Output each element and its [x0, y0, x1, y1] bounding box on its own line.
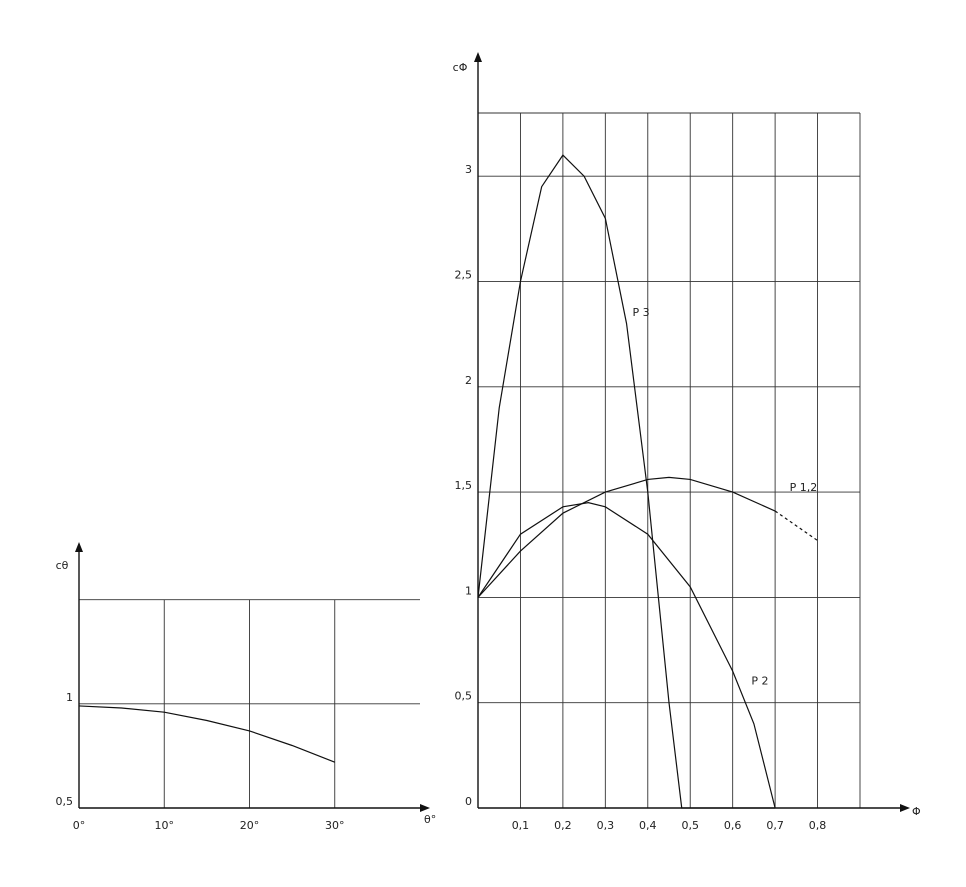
y-tick-label: 0,5 — [455, 690, 473, 703]
y-tick-label: 0,5 — [56, 795, 74, 808]
y-tick-label: 1 — [66, 691, 73, 704]
y-tick-label: 1,5 — [455, 479, 473, 492]
x-tick-label: 0,1 — [512, 819, 530, 832]
y-tick-label: 2 — [465, 374, 472, 387]
x-tick-label: 0,8 — [809, 819, 827, 832]
series-line — [477, 476, 776, 598]
x-tick-label: 10° — [155, 819, 175, 832]
x-axis-label: Φ — [912, 805, 921, 818]
x-tick-label: 0,3 — [597, 819, 615, 832]
x-tick-label: 0,2 — [554, 819, 572, 832]
x-axis-label: θ° — [424, 813, 436, 826]
y-axis-label: cΦ — [453, 61, 468, 74]
y-tick-label: 0 — [465, 795, 472, 808]
x-axis-arrow — [420, 804, 430, 812]
y-tick-label: 3 — [465, 163, 472, 176]
y-tick-label: 1 — [465, 584, 472, 597]
x-tick-label: 0,7 — [766, 819, 784, 832]
x-tick-label: 20° — [240, 819, 260, 832]
x-tick-label: 0,4 — [639, 819, 657, 832]
series-label: P 1,2 — [790, 481, 818, 494]
x-axis-arrow — [900, 804, 910, 812]
series-line — [477, 154, 776, 809]
x-tick-label: 0,5 — [681, 819, 699, 832]
y-axis-label: cθ — [56, 559, 69, 572]
series-line-dashed — [774, 510, 818, 542]
x-tick-label: 0,6 — [724, 819, 742, 832]
x-tick-label: 30° — [325, 819, 345, 832]
series-label: P 2 — [751, 675, 768, 688]
y-tick-label: 2,5 — [455, 268, 473, 281]
series-line — [477, 502, 776, 809]
x-tick-label: 0° — [73, 819, 86, 832]
y-axis-arrow — [474, 52, 482, 62]
series-line — [78, 705, 335, 763]
series-label: P 3 — [633, 306, 650, 319]
y-axis-arrow — [75, 542, 83, 552]
